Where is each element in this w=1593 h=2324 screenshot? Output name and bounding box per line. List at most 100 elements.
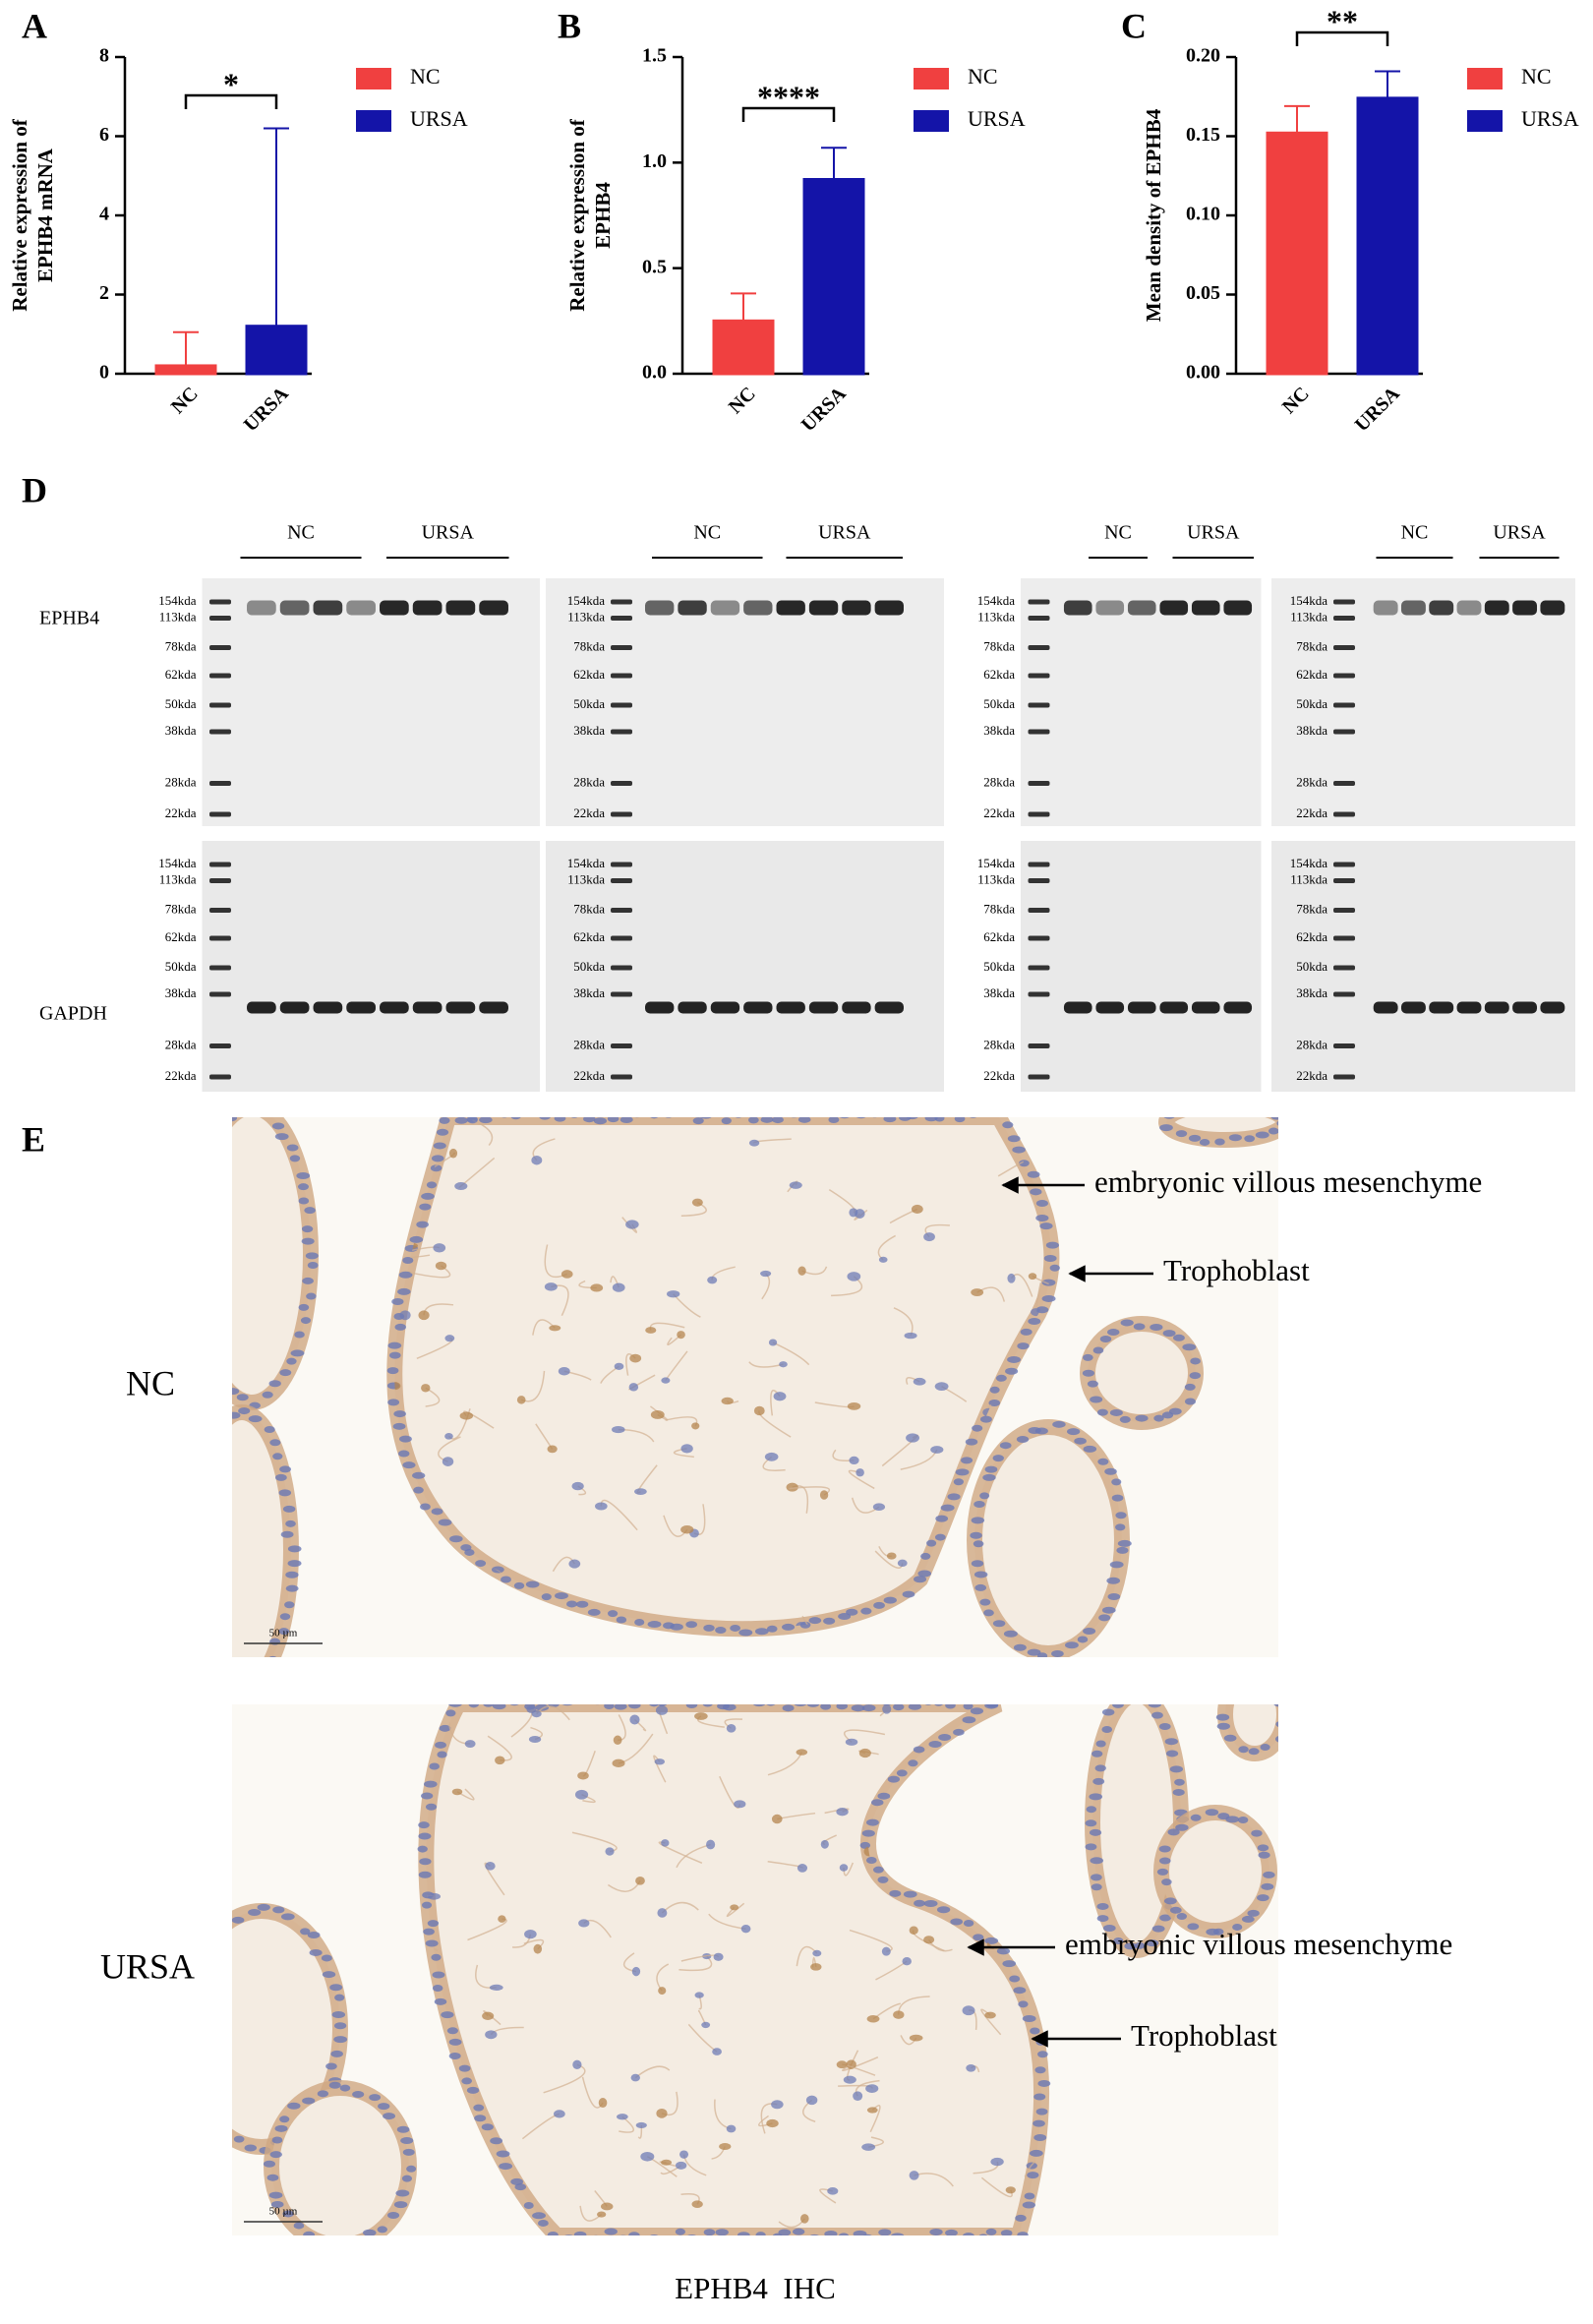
- nucleus: [325, 2062, 337, 2070]
- marker-label: 62kda: [1296, 667, 1328, 682]
- nucleus: [1220, 1694, 1233, 1700]
- protein-band: [743, 1001, 773, 1014]
- nucleus: [1184, 1383, 1196, 1391]
- nucleus: [793, 2228, 805, 2235]
- nucleus: [461, 2077, 473, 2085]
- fibre: [410, 1265, 451, 1279]
- nucleus: [300, 1317, 312, 1325]
- cell: [865, 2084, 879, 2093]
- nucleus: [1033, 2134, 1047, 2142]
- significance-label: **: [1327, 3, 1358, 38]
- protein-band: [1484, 1001, 1509, 1014]
- cell: [482, 2011, 495, 2021]
- nucleus: [945, 1704, 956, 1709]
- nucleus: [547, 2231, 559, 2235]
- nucleus: [510, 1117, 521, 1120]
- cell: [734, 1800, 746, 1809]
- nucleus: [339, 2240, 352, 2247]
- bar: [245, 325, 308, 376]
- cell: [613, 1735, 622, 1746]
- nucleus: [1002, 1121, 1014, 1129]
- nucleus: [1097, 1458, 1109, 1465]
- protein-band: [1373, 1001, 1398, 1014]
- marker-label: 28kda: [1296, 1037, 1328, 1051]
- nucleus: [537, 2219, 549, 2227]
- nucleus: [913, 1746, 925, 1754]
- nucleus: [593, 1117, 607, 1125]
- cell: [849, 1456, 859, 1465]
- marker-label: 113kda: [159, 609, 197, 624]
- nucleus: [988, 1400, 1001, 1407]
- cell: [558, 1367, 570, 1376]
- nucleus: [860, 1607, 872, 1615]
- ladder-band: [611, 645, 632, 650]
- protein-band: [776, 600, 805, 616]
- marker-label: 22kda: [983, 1068, 1015, 1083]
- nucleus: [279, 2115, 290, 2123]
- protein-band: [1512, 600, 1538, 616]
- ladder-band: [611, 702, 632, 708]
- nucleus: [209, 2122, 223, 2129]
- nucleus: [307, 1262, 319, 1270]
- cell: [577, 1771, 589, 1780]
- ladder-band: [1333, 935, 1355, 941]
- cell: [897, 1559, 908, 1568]
- nucleus: [999, 1442, 1012, 1450]
- legend-label: URSA: [968, 106, 1026, 131]
- nucleus: [286, 1144, 299, 1152]
- protein-band: [479, 600, 508, 616]
- nucleus: [1214, 1138, 1225, 1146]
- nucleus: [1020, 1328, 1032, 1336]
- cell: [531, 1155, 543, 1165]
- nucleus: [285, 1584, 299, 1592]
- x-tick-label: NC: [1278, 383, 1314, 418]
- nucleus: [1263, 1871, 1275, 1878]
- marker-label: 22kda: [573, 805, 605, 820]
- marker-label: 113kda: [1290, 871, 1328, 886]
- nucleus: [1163, 1117, 1175, 1119]
- nucleus: [872, 1117, 877, 1118]
- ladder-band: [209, 616, 231, 621]
- marker-label: 38kda: [573, 985, 605, 1000]
- ladder-band: [1333, 616, 1355, 621]
- protein-label: EPHB4: [39, 608, 99, 629]
- fibre: [425, 1387, 441, 1407]
- cell: [1028, 1273, 1037, 1281]
- nucleus: [331, 2011, 346, 2019]
- marker-label: 22kda: [1296, 1068, 1328, 1083]
- nucleus: [1184, 1398, 1197, 1405]
- nucleus: [692, 1117, 704, 1125]
- fibre: [667, 1334, 682, 1345]
- cell: [459, 1411, 474, 1420]
- cell: [485, 1862, 496, 1871]
- nucleus: [973, 1934, 984, 1941]
- y-axis-label: EPHB4 mRNA: [33, 148, 57, 282]
- marker-label: 50kda: [1296, 959, 1328, 974]
- marker-label: 22kda: [1296, 805, 1328, 820]
- ladder-band: [1028, 616, 1050, 621]
- nucleus: [1104, 1467, 1117, 1475]
- nucleus: [1095, 1740, 1106, 1748]
- nucleus: [1135, 1414, 1149, 1422]
- marker-label: 154kda: [158, 856, 197, 870]
- ladder-band: [1333, 673, 1355, 679]
- nucleus: [206, 1351, 216, 1358]
- nucleus: [483, 1704, 495, 1707]
- marker-label: 78kda: [165, 638, 197, 653]
- marker-label: 38kda: [1296, 985, 1328, 1000]
- nucleus: [197, 1458, 209, 1464]
- nucleus: [1016, 1436, 1030, 1444]
- fibre: [748, 1361, 784, 1368]
- nucleus: [715, 1627, 727, 1635]
- nucleus: [301, 1237, 315, 1245]
- nucleus: [435, 1741, 446, 1749]
- nucleus: [317, 2090, 329, 2098]
- nucleus: [565, 1600, 578, 1608]
- nucleus: [220, 1917, 230, 1924]
- protein-band: [1540, 600, 1565, 616]
- nucleus: [183, 1990, 195, 1996]
- nucleus: [429, 1762, 441, 1770]
- nucleus: [1175, 1130, 1188, 1138]
- cell: [810, 1963, 822, 1971]
- nucleus: [741, 1698, 753, 1704]
